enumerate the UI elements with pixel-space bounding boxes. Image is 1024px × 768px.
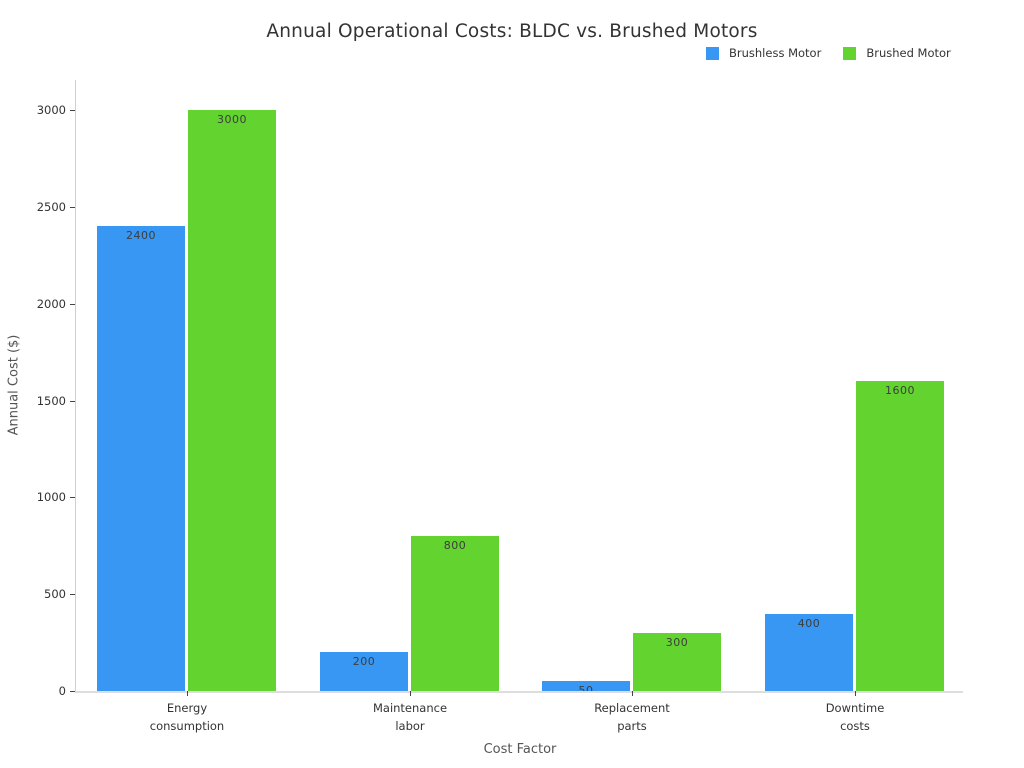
- y-tick-mark: [70, 110, 75, 111]
- legend-item-brushless: Brushless Motor: [706, 46, 821, 60]
- y-tick-label: 1500: [36, 393, 66, 408]
- bar-value-label: 300: [665, 636, 689, 649]
- bar-brushless-2: 50: [542, 681, 630, 691]
- legend-swatch-brushless: [706, 46, 719, 60]
- legend-label-brushed: Brushed Motor: [866, 46, 951, 60]
- y-tick-mark: [70, 206, 75, 208]
- legend-swatch-brushed: [843, 46, 857, 60]
- bar-brushed-1: 800: [411, 536, 499, 691]
- bar-value-label: 3000: [217, 113, 247, 126]
- x-tick-mark: [187, 691, 188, 696]
- y-tick-label: 3000: [36, 103, 66, 117]
- x-tick-mark: [410, 691, 411, 696]
- x-tick-label: Downtime costs: [825, 701, 885, 733]
- legend: Brushless Motor Brushed Motor: [706, 46, 951, 60]
- y-tick-label: 2500: [36, 199, 66, 214]
- y-tick-mark: [70, 400, 75, 402]
- y-axis-spine: [75, 80, 76, 691]
- y-tick-mark: [70, 691, 75, 692]
- y-tick-mark: [70, 497, 75, 499]
- legend-label-brushless: Brushless Motor: [729, 46, 822, 60]
- bar-value-label: 800: [443, 539, 467, 552]
- x-axis-spine: [75, 691, 963, 693]
- bar-brushless-1: 200: [320, 652, 408, 691]
- bar-value-label: 400: [797, 617, 821, 630]
- bar-value-label: 1600: [885, 384, 915, 397]
- bar-value-label: 50: [578, 684, 594, 691]
- x-tick-mark: [855, 691, 856, 696]
- y-tick-label: 1000: [36, 490, 66, 505]
- y-axis-title: Annual Cost ($): [6, 334, 22, 436]
- legend-item-brushed: Brushed Motor: [843, 46, 951, 60]
- x-axis-title: Cost Factor: [483, 742, 557, 757]
- y-tick-mark: [70, 303, 75, 305]
- bar-brushed-0: 3000: [188, 110, 276, 691]
- y-tick-label: 2000: [36, 296, 66, 311]
- x-tick-mark: [632, 691, 633, 696]
- x-tick-label: Energy consumption: [149, 701, 225, 733]
- bar-brushless-3: 400: [765, 614, 853, 691]
- chart-title: Annual Operational Costs: BLDC vs. Brush…: [266, 21, 758, 42]
- y-tick-mark: [70, 594, 75, 596]
- bar-value-label: 200: [352, 655, 376, 668]
- bar-brushed-3: 1600: [856, 381, 944, 691]
- y-tick-label: 0: [58, 684, 66, 698]
- bar-brushed-2: 300: [633, 633, 721, 691]
- bar-brushless-0: 2400: [97, 226, 185, 691]
- x-tick-label: Replacement parts: [594, 701, 670, 733]
- bar-value-label: 2400: [126, 229, 156, 242]
- x-tick-label: Maintenance labor: [372, 701, 448, 733]
- y-tick-label: 500: [44, 587, 66, 602]
